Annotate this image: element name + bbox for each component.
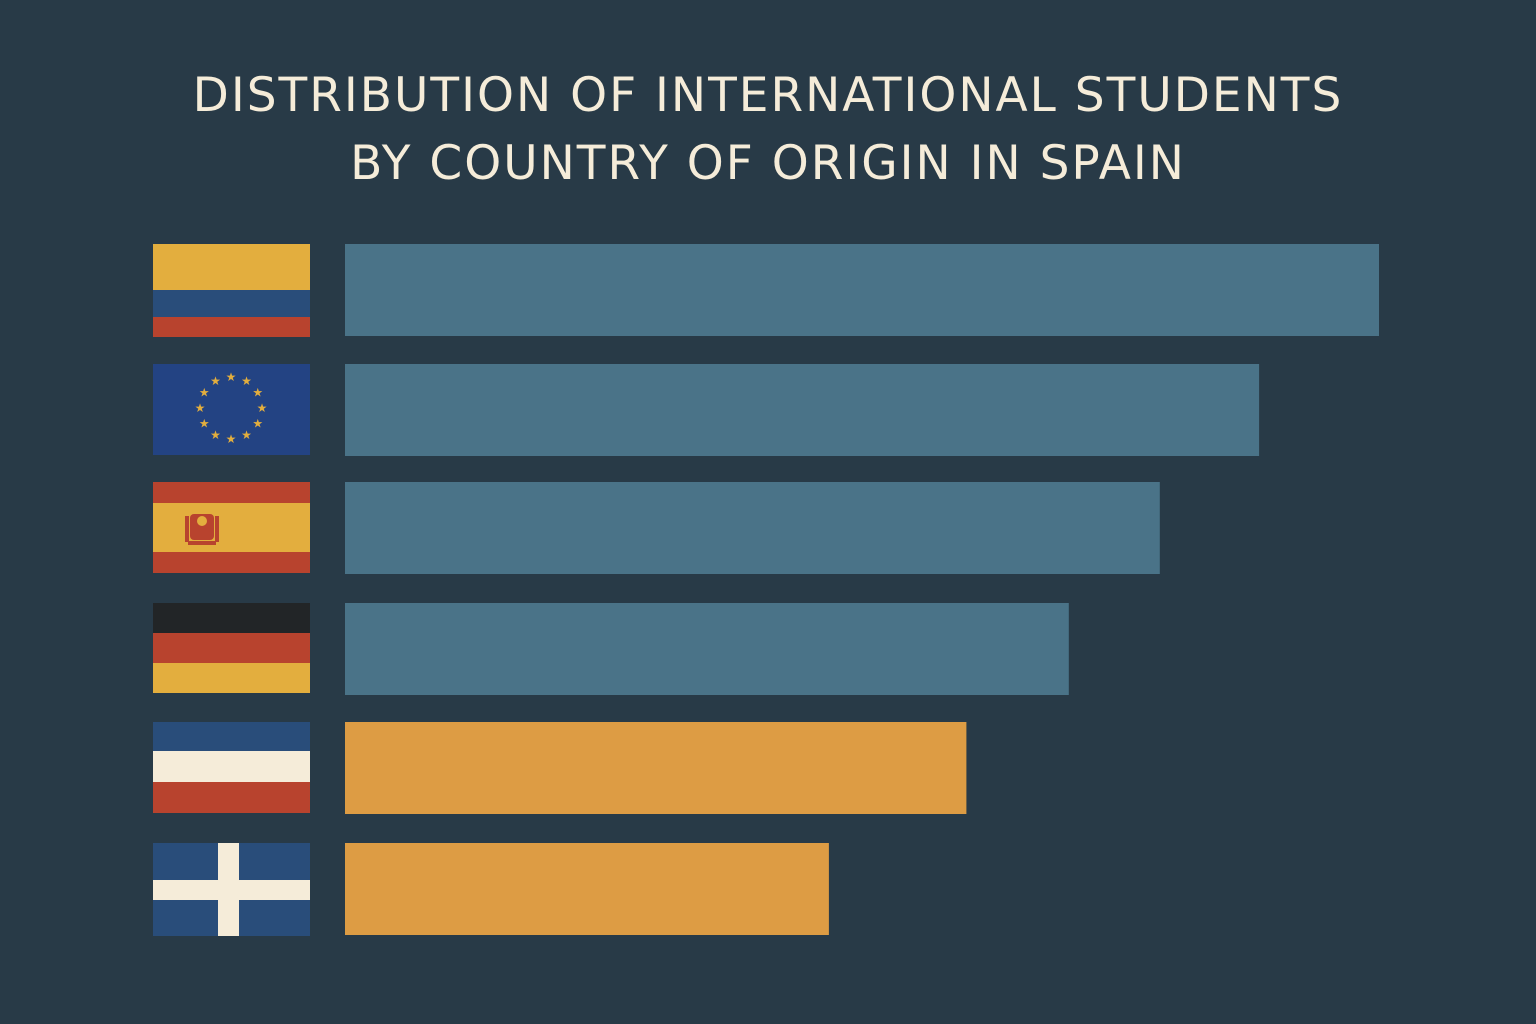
spain-flag-icon — [153, 482, 310, 573]
colombia-flag-icon — [153, 244, 310, 337]
eu-star-icon: ★ — [195, 401, 206, 415]
bar-eu-flag — [345, 364, 1260, 456]
bar-germany-flag — [345, 603, 1069, 695]
cross-flag-icon — [153, 843, 310, 936]
eu-star-icon: ★ — [226, 432, 237, 446]
eu-star-icon: ★ — [252, 386, 263, 400]
bar-spain-flag — [345, 482, 1160, 574]
eu-flag-icon: ★ ★★★★★★★★★★★ — [153, 364, 310, 455]
eu-star-icon: ★ — [241, 428, 252, 442]
flag-column: ★ ★★★★★★★★★★★ — [153, 244, 310, 936]
tricolor-flag-icon — [153, 722, 310, 813]
eu-star-icon: ★ — [210, 374, 221, 388]
bar-cross-flag — [345, 843, 829, 935]
bar-colombia-flag — [345, 244, 1379, 336]
bars-group — [345, 244, 1379, 935]
coat-of-arms-icon — [185, 514, 219, 545]
bar-tricolor-flag — [345, 722, 967, 814]
eu-star-icon: ★ — [210, 428, 221, 442]
eu-star-icon: ★ — [199, 386, 210, 400]
eu-star-icon: ★ — [241, 374, 252, 388]
eu-star-icon: ★ — [199, 417, 210, 431]
chart-title-line-2: BY COUNTRY OF ORIGIN IN SPAIN — [350, 136, 1186, 191]
chart-title-line-1: DISTRIBUTION OF INTERNATIONAL STUDENTS — [192, 68, 1344, 123]
eu-stars-ring: ★ ★★★★★★★★★★★ — [195, 370, 268, 446]
eu-star-icon: ★ — [252, 417, 263, 431]
eu-star-icon: ★ — [226, 370, 237, 384]
germany-flag-icon — [153, 603, 310, 693]
eu-star-icon: ★ — [257, 401, 268, 415]
chart-title: DISTRIBUTION OF INTERNATIONAL STUDENTS B… — [0, 62, 1536, 198]
